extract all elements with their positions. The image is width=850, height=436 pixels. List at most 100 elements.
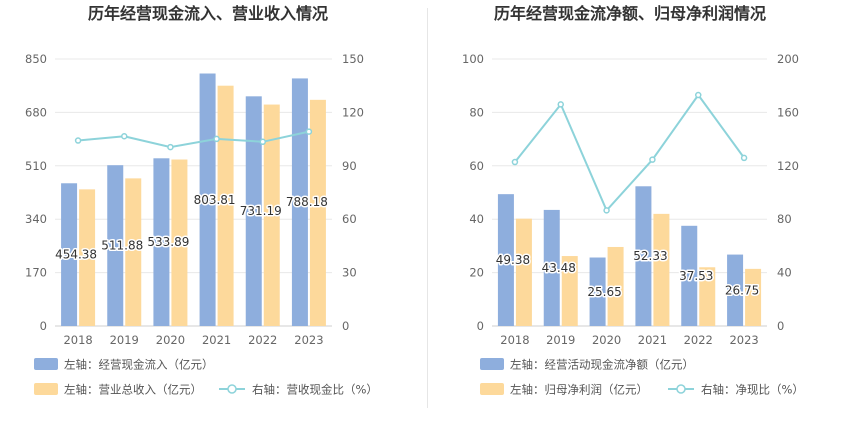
bar-primary <box>681 225 698 326</box>
ratio-point <box>695 91 702 99</box>
x-axis-tick-label: 2023 <box>294 333 323 347</box>
ratio-point <box>213 135 220 143</box>
left-axis-tick-label: 100 <box>462 52 484 66</box>
legend-swatch <box>34 383 58 395</box>
legend-swatch <box>480 383 504 395</box>
x-axis-tick-label: 2018 <box>63 333 92 347</box>
left-axis-tick-label: 40 <box>469 212 484 226</box>
legend-label: 左轴：营业总收入（亿元） <box>64 383 202 397</box>
x-axis-tick-label: 2019 <box>546 333 575 347</box>
right-axis-tick-label: 160 <box>777 105 799 119</box>
bar-secondary <box>79 189 96 326</box>
left-axis-tick-label: 340 <box>25 212 47 226</box>
legend-label: 左轴：经营活动现金流净额（亿元） <box>510 358 694 372</box>
bar-value-label: 803.81 <box>194 193 236 207</box>
x-axis-tick-label: 2019 <box>110 333 139 347</box>
bar-value-label: 49.38 <box>496 253 530 267</box>
bar-primary <box>543 209 560 326</box>
left-axis-tick-label: 850 <box>25 52 47 66</box>
ratio-point <box>121 133 128 140</box>
legend-label: 左轴：归母净利润（亿元） <box>510 383 648 397</box>
right-axis-tick-label: 60 <box>342 212 357 226</box>
bar-primary <box>153 158 170 326</box>
left-axis-tick-label: 20 <box>469 266 484 280</box>
bar-primary <box>291 78 308 326</box>
legend-swatch <box>480 358 504 370</box>
ratio-line <box>514 93 745 213</box>
right-axis-tick-label: 30 <box>342 266 357 280</box>
ratio-point <box>305 128 313 135</box>
right-axis-tick-label: 0 <box>342 319 349 333</box>
x-axis-tick-label: 2021 <box>638 333 667 347</box>
bar-value-label: 788.18 <box>286 195 328 209</box>
legend-label: 左轴：经营现金流入（亿元） <box>64 358 214 372</box>
legend-line-marker <box>227 384 237 394</box>
bar-primary <box>107 165 124 326</box>
bar-primary <box>245 96 262 327</box>
right-axis-tick-label: 90 <box>342 159 357 173</box>
legend-label: 右轴：净现比（%） <box>701 383 804 397</box>
left-axis-tick-label: 0 <box>40 319 47 333</box>
ratio-line <box>78 130 310 149</box>
bar-value-label: 454.38 <box>55 248 97 262</box>
left-axis-tick-label: 80 <box>469 105 484 119</box>
left-axis-tick-label: 60 <box>469 159 484 173</box>
bar-value-label: 52.33 <box>633 249 667 263</box>
right-axis-tick-label: 120 <box>342 105 364 119</box>
bar-value-label: 511.88 <box>101 239 143 253</box>
chart-divider <box>427 8 428 408</box>
bar-value-label: 25.65 <box>587 285 621 299</box>
bar-secondary <box>309 99 326 326</box>
legend-label: 右轴：营收现金比（%） <box>252 383 378 397</box>
right-axis-tick-label: 80 <box>777 212 792 226</box>
bar-secondary <box>561 256 578 326</box>
chart-net-cash-profit: 历年经营现金流净额、归母净利润情况 0 20 40 60 80 100 0 40 80 120 160… <box>462 4 804 397</box>
ratio-point <box>557 101 564 108</box>
legend-line-marker <box>676 384 686 394</box>
ratio-point <box>511 158 519 166</box>
ratio-point <box>649 156 656 163</box>
x-axis-tick-label: 2022 <box>684 333 713 347</box>
chart-title: 历年经营现金流入、营业收入情况 <box>88 4 328 23</box>
x-axis-tick-label: 2020 <box>592 333 621 347</box>
bar-primary <box>635 186 652 326</box>
bar-primary <box>589 257 606 326</box>
right-axis-tick-label: 200 <box>777 52 799 66</box>
bar-secondary <box>217 85 234 326</box>
bar-primary <box>727 254 744 326</box>
bar-secondary <box>171 159 188 326</box>
bar-secondary <box>607 246 624 326</box>
bar-secondary <box>699 267 716 326</box>
bar-value-label: 533.89 <box>147 235 189 249</box>
chart-title: 历年经营现金流净额、归母净利润情况 <box>494 4 766 23</box>
bar-secondary <box>263 104 280 326</box>
x-axis-tick-label: 2023 <box>729 333 758 347</box>
bar-value-label: 43.48 <box>542 261 576 275</box>
chart-cash-inflow-revenue: 历年经营现金流入、营业收入情况 0 170 340 510 680 850 0 30 60 90 12… <box>25 4 378 397</box>
bar-primary <box>199 73 216 326</box>
right-axis-tick-label: 120 <box>777 159 799 173</box>
right-axis-tick-label: 0 <box>777 319 784 333</box>
ratio-point <box>740 154 748 162</box>
bar-value-label: 37.53 <box>679 269 713 283</box>
bar-secondary <box>653 213 670 326</box>
x-axis-tick-label: 2022 <box>248 333 277 347</box>
right-axis-tick-label: 40 <box>777 266 792 280</box>
legend-swatch <box>34 358 58 370</box>
left-axis-tick-label: 680 <box>25 105 47 119</box>
ratio-point <box>74 137 82 144</box>
ratio-point <box>167 143 174 151</box>
bar-secondary <box>515 218 532 326</box>
bar-value-label: 731.19 <box>240 204 282 218</box>
left-axis-tick-label: 170 <box>25 266 47 280</box>
bar-primary <box>61 183 78 326</box>
bar-secondary <box>125 178 142 326</box>
left-axis-tick-label: 0 <box>477 319 484 333</box>
x-axis-tick-label: 2021 <box>202 333 231 347</box>
bar-secondary <box>745 268 762 326</box>
bar-primary <box>497 194 514 326</box>
x-axis-tick-label: 2020 <box>156 333 185 347</box>
right-axis-tick-label: 150 <box>342 52 364 66</box>
bar-value-label: 26.75 <box>725 283 759 297</box>
